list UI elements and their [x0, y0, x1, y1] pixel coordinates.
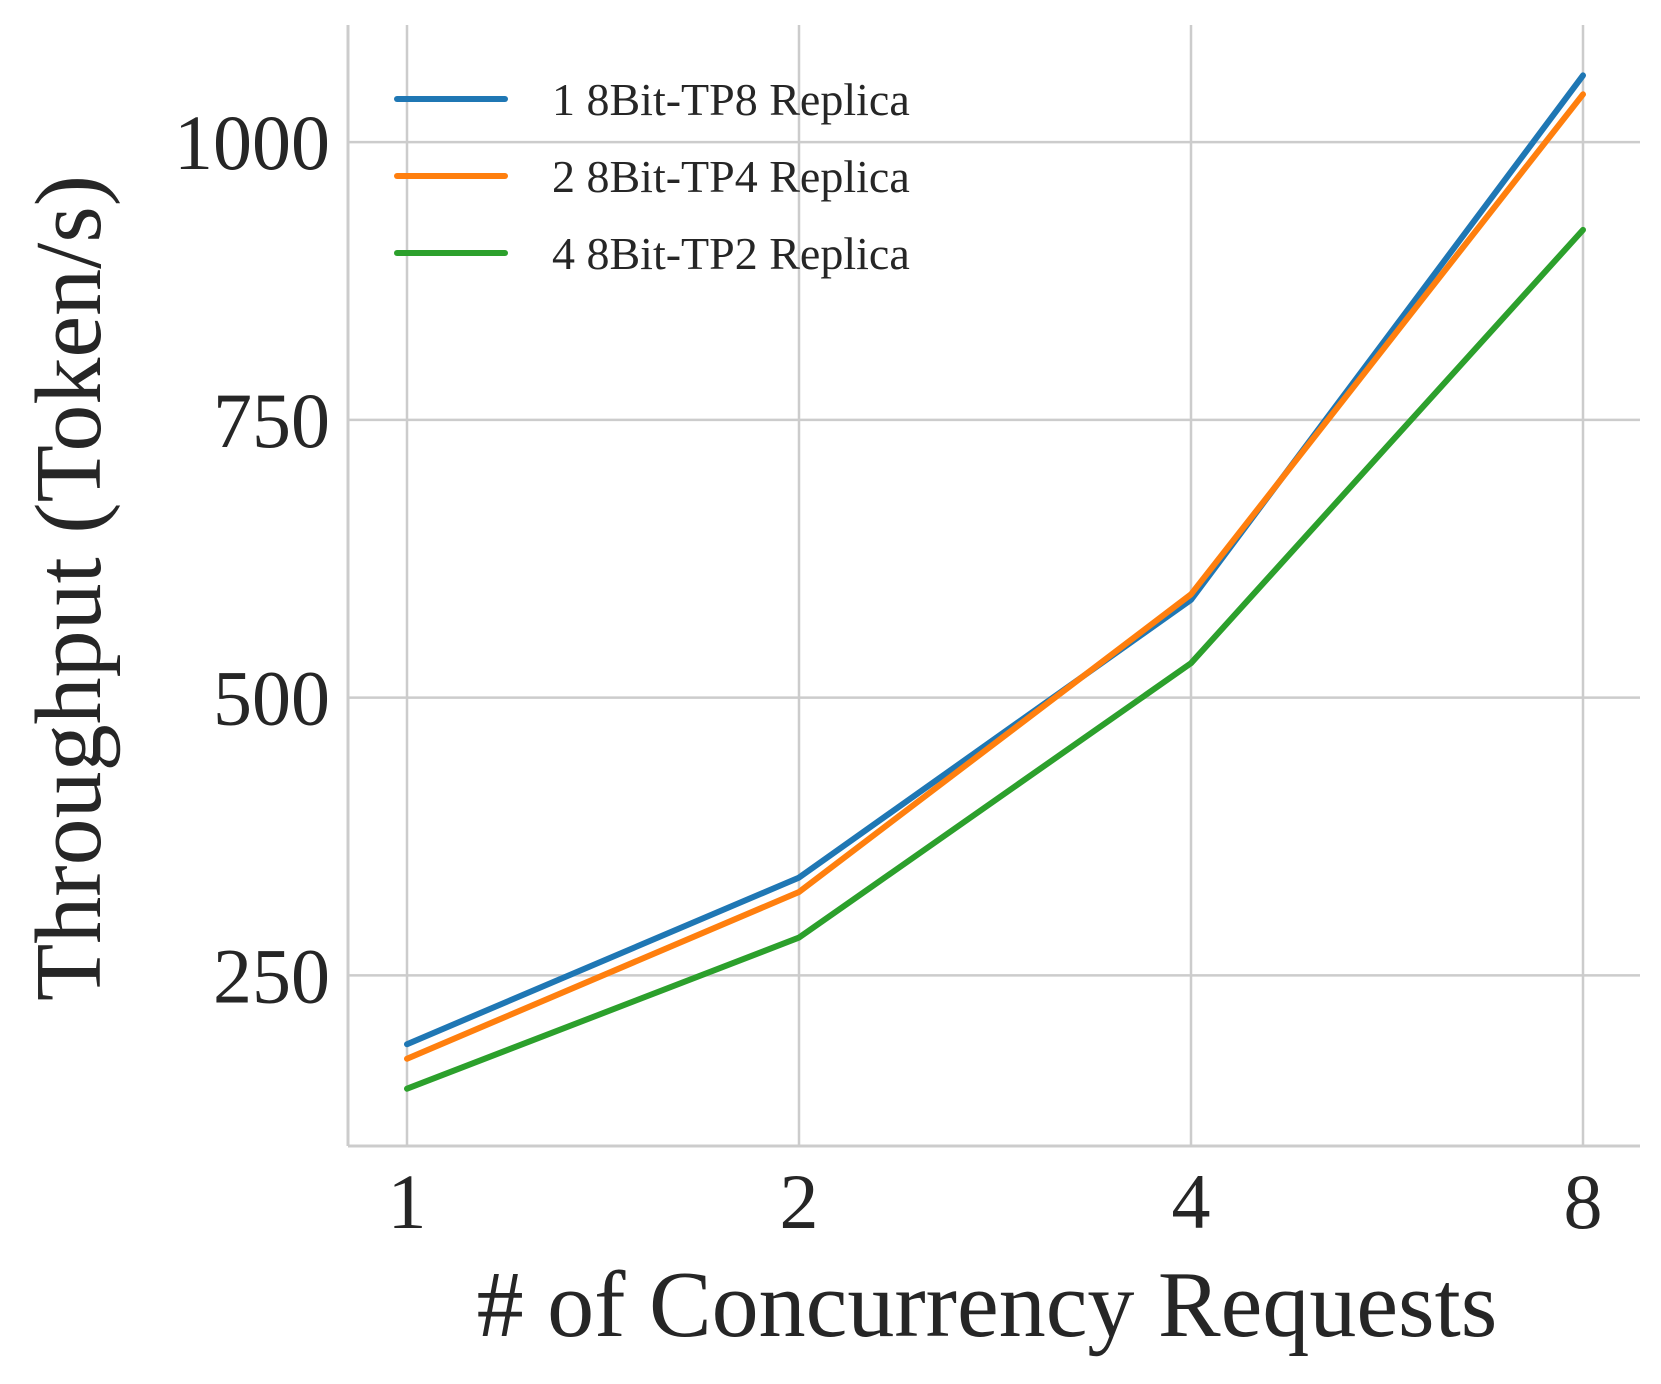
x-axis-label: # of Concurrency Requests [477, 1253, 1498, 1357]
legend: 1 8Bit-TP8 Replica 2 8Bit-TP4 Replica 4 8B… [394, 74, 910, 279]
series-line-2 [404, 91, 1586, 1062]
legend-label-1: 1 8Bit-TP8 Replica [552, 74, 910, 125]
series-line-1 [404, 72, 1586, 1048]
y-tick-label-750: 750 [213, 377, 330, 464]
y-tick-label-1000: 1000 [174, 99, 330, 186]
legend-label-2: 2 8Bit-TP4 Replica [552, 151, 910, 202]
x-tick-label-4: 4 [1172, 1158, 1211, 1245]
legend-item-2: 2 8Bit-TP4 Replica [394, 151, 910, 202]
grid [348, 25, 1640, 1146]
y-tick-label-250: 250 [213, 932, 330, 1019]
y-tick-label-500: 500 [213, 655, 330, 742]
x-tick-label-2: 2 [780, 1158, 819, 1245]
y-axis-label: Throughput (Token/s) [17, 175, 121, 1001]
legend-item-3: 4 8Bit-TP2 Replica [394, 228, 910, 279]
x-tick-label-8: 8 [1564, 1158, 1603, 1245]
series-lines [404, 72, 1586, 1092]
x-tick-labels: 1 2 4 8 [388, 1158, 1603, 1245]
legend-label-3: 4 8Bit-TP2 Replica [552, 228, 910, 279]
axes-spines [346, 25, 1640, 1148]
y-tick-labels: 250 500 750 1000 [174, 99, 330, 1019]
x-tick-label-1: 1 [388, 1158, 427, 1245]
series-line-3 [404, 226, 1586, 1092]
legend-item-1: 1 8Bit-TP8 Replica [394, 74, 910, 125]
